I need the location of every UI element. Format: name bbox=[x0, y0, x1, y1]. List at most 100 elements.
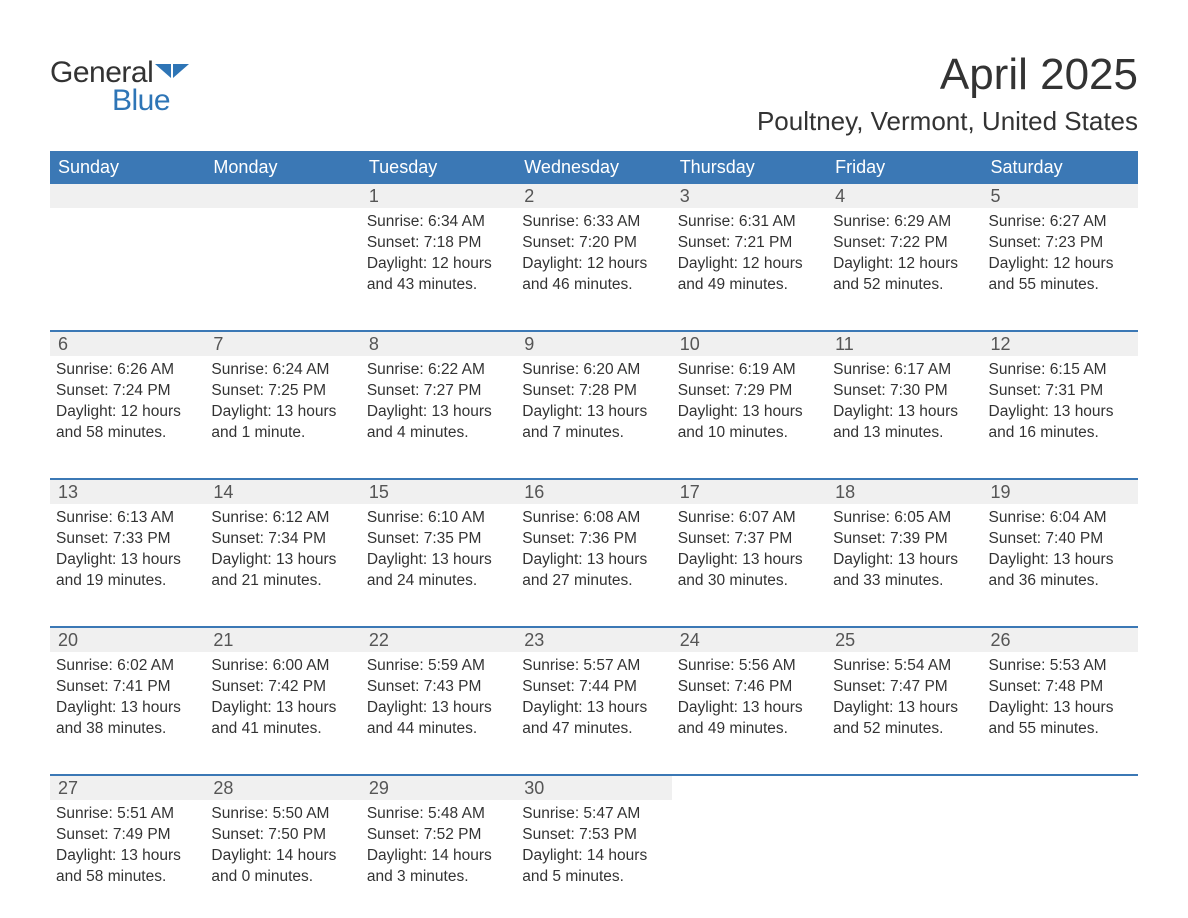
sunrise-text: Sunrise: 6:29 AM bbox=[833, 212, 976, 233]
cell-body: Sunrise: 5:51 AMSunset: 7:49 PMDaylight:… bbox=[50, 800, 205, 888]
calendar-cell: 26Sunrise: 5:53 AMSunset: 7:48 PMDayligh… bbox=[983, 628, 1138, 756]
day-header: Wednesday bbox=[516, 151, 671, 184]
day-header: Saturday bbox=[983, 151, 1138, 184]
calendar-cell: 18Sunrise: 6:05 AMSunset: 7:39 PMDayligh… bbox=[827, 480, 982, 608]
day-number: 3 bbox=[672, 186, 690, 207]
sunrise-text: Sunrise: 6:13 AM bbox=[56, 508, 199, 529]
calendar-cell: 16Sunrise: 6:08 AMSunset: 7:36 PMDayligh… bbox=[516, 480, 671, 608]
day-number: 5 bbox=[983, 186, 1001, 207]
daylight-text: Daylight: 12 hours and 43 minutes. bbox=[367, 254, 510, 296]
day-number: 12 bbox=[983, 334, 1011, 355]
day-number: 29 bbox=[361, 778, 389, 799]
day-number-row: 24 bbox=[672, 628, 827, 652]
page-header: General Blue April 2025 Poultney, Vermon… bbox=[50, 40, 1138, 137]
sunrise-text: Sunrise: 6:12 AM bbox=[211, 508, 354, 529]
cell-body: Sunrise: 5:56 AMSunset: 7:46 PMDaylight:… bbox=[672, 652, 827, 740]
sunset-text: Sunset: 7:30 PM bbox=[833, 381, 976, 402]
day-number-row: 18 bbox=[827, 480, 982, 504]
month-title: April 2025 bbox=[757, 50, 1138, 100]
day-number: 2 bbox=[516, 186, 534, 207]
sunset-text: Sunset: 7:27 PM bbox=[367, 381, 510, 402]
day-number-row: 10 bbox=[672, 332, 827, 356]
cell-body: Sunrise: 6:17 AMSunset: 7:30 PMDaylight:… bbox=[827, 356, 982, 444]
day-header: Friday bbox=[827, 151, 982, 184]
calendar-cell: 21Sunrise: 6:00 AMSunset: 7:42 PMDayligh… bbox=[205, 628, 360, 756]
calendar-cell: 25Sunrise: 5:54 AMSunset: 7:47 PMDayligh… bbox=[827, 628, 982, 756]
daylight-text: Daylight: 13 hours and 19 minutes. bbox=[56, 550, 199, 592]
calendar-cell: 9Sunrise: 6:20 AMSunset: 7:28 PMDaylight… bbox=[516, 332, 671, 460]
cell-body: Sunrise: 6:08 AMSunset: 7:36 PMDaylight:… bbox=[516, 504, 671, 592]
day-number-row: 2 bbox=[516, 184, 671, 208]
daylight-text: Daylight: 13 hours and 38 minutes. bbox=[56, 698, 199, 740]
sunset-text: Sunset: 7:20 PM bbox=[522, 233, 665, 254]
sunrise-text: Sunrise: 5:50 AM bbox=[211, 804, 354, 825]
day-number-row: 19 bbox=[983, 480, 1138, 504]
day-number-row: 22 bbox=[361, 628, 516, 652]
daylight-text: Daylight: 13 hours and 52 minutes. bbox=[833, 698, 976, 740]
daylight-text: Daylight: 13 hours and 27 minutes. bbox=[522, 550, 665, 592]
day-number: 24 bbox=[672, 630, 700, 651]
day-number-row: 26 bbox=[983, 628, 1138, 652]
day-number-row: 16 bbox=[516, 480, 671, 504]
calendar-cell: 11Sunrise: 6:17 AMSunset: 7:30 PMDayligh… bbox=[827, 332, 982, 460]
daylight-text: Daylight: 13 hours and 21 minutes. bbox=[211, 550, 354, 592]
title-block: April 2025 Poultney, Vermont, United Sta… bbox=[757, 40, 1138, 137]
day-number: 28 bbox=[205, 778, 233, 799]
sunset-text: Sunset: 7:21 PM bbox=[678, 233, 821, 254]
calendar-cell: 19Sunrise: 6:04 AMSunset: 7:40 PMDayligh… bbox=[983, 480, 1138, 608]
day-number: 13 bbox=[50, 482, 78, 503]
day-number-row: 17 bbox=[672, 480, 827, 504]
sunrise-text: Sunrise: 6:31 AM bbox=[678, 212, 821, 233]
daylight-text: Daylight: 13 hours and 24 minutes. bbox=[367, 550, 510, 592]
sunset-text: Sunset: 7:42 PM bbox=[211, 677, 354, 698]
day-number: 27 bbox=[50, 778, 78, 799]
daylight-text: Daylight: 13 hours and 41 minutes. bbox=[211, 698, 354, 740]
calendar-cell: 27Sunrise: 5:51 AMSunset: 7:49 PMDayligh… bbox=[50, 776, 205, 904]
sunrise-text: Sunrise: 6:17 AM bbox=[833, 360, 976, 381]
sunrise-text: Sunrise: 6:08 AM bbox=[522, 508, 665, 529]
sunset-text: Sunset: 7:24 PM bbox=[56, 381, 199, 402]
day-number: 4 bbox=[827, 186, 845, 207]
day-header-row: Sunday Monday Tuesday Wednesday Thursday… bbox=[50, 151, 1138, 184]
day-number: 17 bbox=[672, 482, 700, 503]
sunrise-text: Sunrise: 6:22 AM bbox=[367, 360, 510, 381]
day-number-row: 20 bbox=[50, 628, 205, 652]
sunrise-text: Sunrise: 6:19 AM bbox=[678, 360, 821, 381]
day-number: 22 bbox=[361, 630, 389, 651]
sunrise-text: Sunrise: 6:07 AM bbox=[678, 508, 821, 529]
day-header: Sunday bbox=[50, 151, 205, 184]
day-number-row: 23 bbox=[516, 628, 671, 652]
calendar-cell: 5Sunrise: 6:27 AMSunset: 7:23 PMDaylight… bbox=[983, 184, 1138, 312]
sunset-text: Sunset: 7:36 PM bbox=[522, 529, 665, 550]
sunset-text: Sunset: 7:39 PM bbox=[833, 529, 976, 550]
sunrise-text: Sunrise: 6:26 AM bbox=[56, 360, 199, 381]
cell-body: Sunrise: 6:20 AMSunset: 7:28 PMDaylight:… bbox=[516, 356, 671, 444]
cell-body: Sunrise: 6:04 AMSunset: 7:40 PMDaylight:… bbox=[983, 504, 1138, 592]
day-number: 9 bbox=[516, 334, 534, 355]
day-number-row: 15 bbox=[361, 480, 516, 504]
day-number-row bbox=[50, 184, 205, 208]
calendar-week: 20Sunrise: 6:02 AMSunset: 7:41 PMDayligh… bbox=[50, 626, 1138, 756]
daylight-text: Daylight: 13 hours and 49 minutes. bbox=[678, 698, 821, 740]
daylight-text: Daylight: 12 hours and 46 minutes. bbox=[522, 254, 665, 296]
sunset-text: Sunset: 7:33 PM bbox=[56, 529, 199, 550]
sunset-text: Sunset: 7:22 PM bbox=[833, 233, 976, 254]
daylight-text: Daylight: 13 hours and 10 minutes. bbox=[678, 402, 821, 444]
calendar-cell: 30Sunrise: 5:47 AMSunset: 7:53 PMDayligh… bbox=[516, 776, 671, 904]
calendar-cell: 15Sunrise: 6:10 AMSunset: 7:35 PMDayligh… bbox=[361, 480, 516, 608]
daylight-text: Daylight: 12 hours and 52 minutes. bbox=[833, 254, 976, 296]
day-number: 15 bbox=[361, 482, 389, 503]
day-number: 23 bbox=[516, 630, 544, 651]
cell-body: Sunrise: 5:53 AMSunset: 7:48 PMDaylight:… bbox=[983, 652, 1138, 740]
calendar-cell: 3Sunrise: 6:31 AMSunset: 7:21 PMDaylight… bbox=[672, 184, 827, 312]
day-number: 21 bbox=[205, 630, 233, 651]
cell-body: Sunrise: 5:48 AMSunset: 7:52 PMDaylight:… bbox=[361, 800, 516, 888]
calendar-week: 6Sunrise: 6:26 AMSunset: 7:24 PMDaylight… bbox=[50, 330, 1138, 460]
sunrise-text: Sunrise: 6:27 AM bbox=[989, 212, 1132, 233]
calendar-cell bbox=[983, 776, 1138, 904]
cell-body: Sunrise: 6:13 AMSunset: 7:33 PMDaylight:… bbox=[50, 504, 205, 592]
sunset-text: Sunset: 7:31 PM bbox=[989, 381, 1132, 402]
day-number: 1 bbox=[361, 186, 379, 207]
daylight-text: Daylight: 12 hours and 58 minutes. bbox=[56, 402, 199, 444]
day-number-row: 8 bbox=[361, 332, 516, 356]
